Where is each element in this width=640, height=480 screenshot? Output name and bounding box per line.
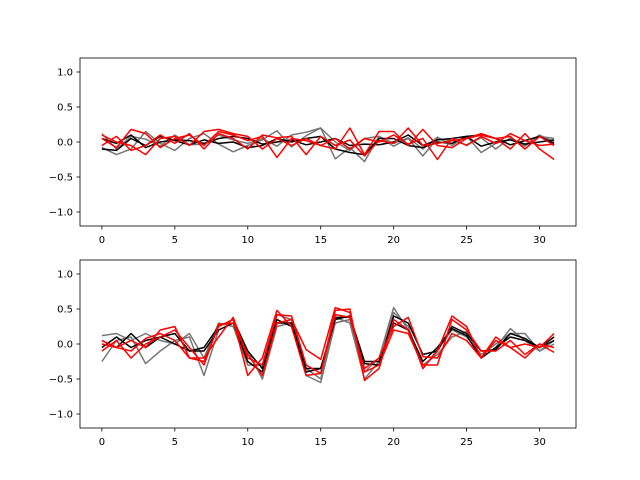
series-line-top-2	[101, 127, 555, 157]
x-tick-label-bottom-15: 15	[314, 437, 327, 448]
y-tick-label-top-4: −1.0	[49, 208, 73, 219]
series-group-bottom	[101, 306, 555, 384]
y-tick-label-top-2: 0.0	[57, 138, 73, 149]
y-tick-label-bottom-4: −1.0	[49, 410, 73, 421]
series-line-top-7	[101, 128, 555, 161]
x-tick-label-bottom-30: 30	[533, 437, 546, 448]
y-tick-label-top-1: 0.5	[57, 103, 73, 114]
y-tick-label-top-3: −0.5	[49, 173, 73, 184]
chart-top: 0 5 10 15 20 25 30 1.0 0.5 0.0 −0.5 −1.0	[49, 57, 577, 246]
x-tick-label-bottom-20: 20	[387, 437, 400, 448]
x-tick-label-top-10: 10	[241, 235, 254, 246]
series-line-bottom-7	[101, 313, 555, 375]
series-group-top	[101, 127, 555, 163]
x-tick-label-bottom-0: 0	[99, 437, 105, 448]
y-tick-label-bottom-2: 0.0	[57, 340, 73, 351]
chart-bottom: 0 5 10 15 20 25 30 1.0 0.5 0.0 −0.5 −1.0	[49, 259, 577, 448]
y-tick-label-bottom-1: 0.5	[57, 305, 73, 316]
x-tick-label-bottom-25: 25	[460, 437, 473, 448]
x-tick-label-bottom-5: 5	[172, 437, 178, 448]
x-tick-label-top-0: 0	[99, 235, 105, 246]
x-tick-label-top-15: 15	[314, 235, 327, 246]
series-line-bottom-6	[101, 306, 555, 377]
x-tick-label-top-25: 25	[460, 235, 473, 246]
series-line-top-6	[101, 127, 555, 161]
y-tick-label-bottom-0: 1.0	[57, 270, 73, 281]
x-tick-label-bottom-10: 10	[241, 437, 254, 448]
x-tick-label-top-20: 20	[387, 235, 400, 246]
x-tick-label-top-5: 5	[172, 235, 178, 246]
x-tick-label-top-30: 30	[533, 235, 546, 246]
y-tick-label-top-0: 1.0	[57, 68, 73, 79]
y-tick-label-bottom-3: −0.5	[49, 375, 73, 386]
